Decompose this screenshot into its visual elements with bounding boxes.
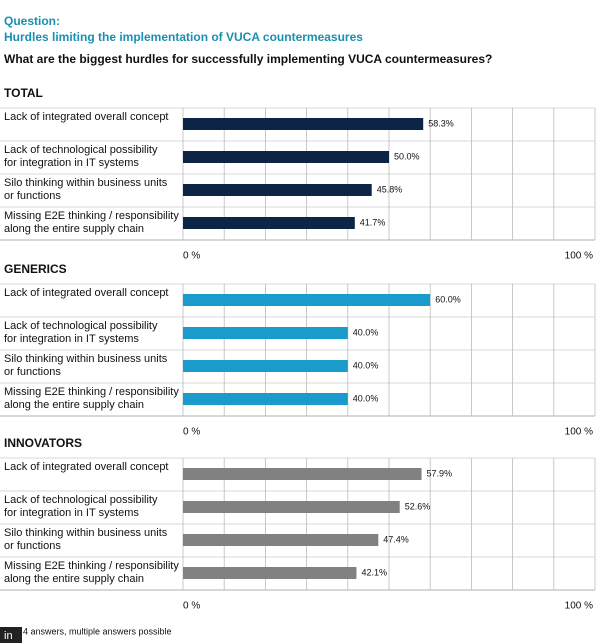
panel-title: TOTAL <box>4 86 43 100</box>
category-label: Missing E2E thinking / responsibility alo… <box>4 560 179 585</box>
value-label: 41.7% <box>360 217 386 227</box>
category-label: Lack of technological possibility for int… <box>4 320 158 345</box>
x-tick-label: 0 % <box>183 427 200 438</box>
panel-title: GENERICS <box>4 262 67 276</box>
value-label: 40.0% <box>353 327 379 337</box>
bar <box>183 327 348 339</box>
value-label: 45.8% <box>377 184 403 194</box>
value-label: 60.0% <box>435 294 461 304</box>
footer-note: 4 answers, multiple answers possible <box>23 626 172 636</box>
category-label: Lack of integrated overall concept <box>4 287 169 299</box>
bar <box>183 151 389 163</box>
value-label: 47.4% <box>383 534 409 544</box>
category-label: Silo thinking within business units or fu… <box>4 353 168 378</box>
question-title: Hurdles limiting the implementation of V… <box>4 30 363 44</box>
value-label: 42.1% <box>361 567 387 577</box>
category-label: Lack of integrated overall concept <box>4 111 169 123</box>
value-label: 40.0% <box>353 360 379 370</box>
category-label: Missing E2E thinking / responsibility alo… <box>4 210 179 235</box>
category-label: Missing E2E thinking / responsibility alo… <box>4 386 179 411</box>
bar <box>183 468 422 480</box>
bar <box>183 501 400 513</box>
bar <box>183 118 424 130</box>
value-label: 40.0% <box>353 393 379 403</box>
value-label: 57.9% <box>427 468 453 478</box>
bar <box>183 360 348 372</box>
x-tick-label: 0 % <box>183 251 200 262</box>
x-tick-label: 0 % <box>183 601 200 612</box>
value-label: 50.0% <box>394 151 420 161</box>
panel-title: INNOVATORS <box>4 436 82 450</box>
bar <box>183 294 431 306</box>
value-label: 58.3% <box>428 118 454 128</box>
bar <box>183 217 355 229</box>
category-label: Lack of technological possibility for int… <box>4 144 158 169</box>
bar <box>183 184 372 196</box>
footer-icon-bg <box>0 627 22 643</box>
footer-icon: in <box>4 630 13 642</box>
category-label: Silo thinking within business units or fu… <box>4 527 168 552</box>
category-label: Lack of technological possibility for int… <box>4 494 158 519</box>
category-label: Lack of integrated overall concept <box>4 461 169 473</box>
x-tick-label: 100 % <box>565 251 593 262</box>
question-label: Question: <box>4 14 60 28</box>
x-tick-label: 100 % <box>565 601 593 612</box>
category-label: Silo thinking within business units or fu… <box>4 177 168 202</box>
x-tick-label: 100 % <box>565 427 593 438</box>
bar <box>183 534 379 546</box>
bar <box>183 393 348 405</box>
question-text: What are the biggest hurdles for success… <box>4 52 492 66</box>
bar <box>183 567 357 579</box>
value-label: 52.6% <box>405 501 431 511</box>
